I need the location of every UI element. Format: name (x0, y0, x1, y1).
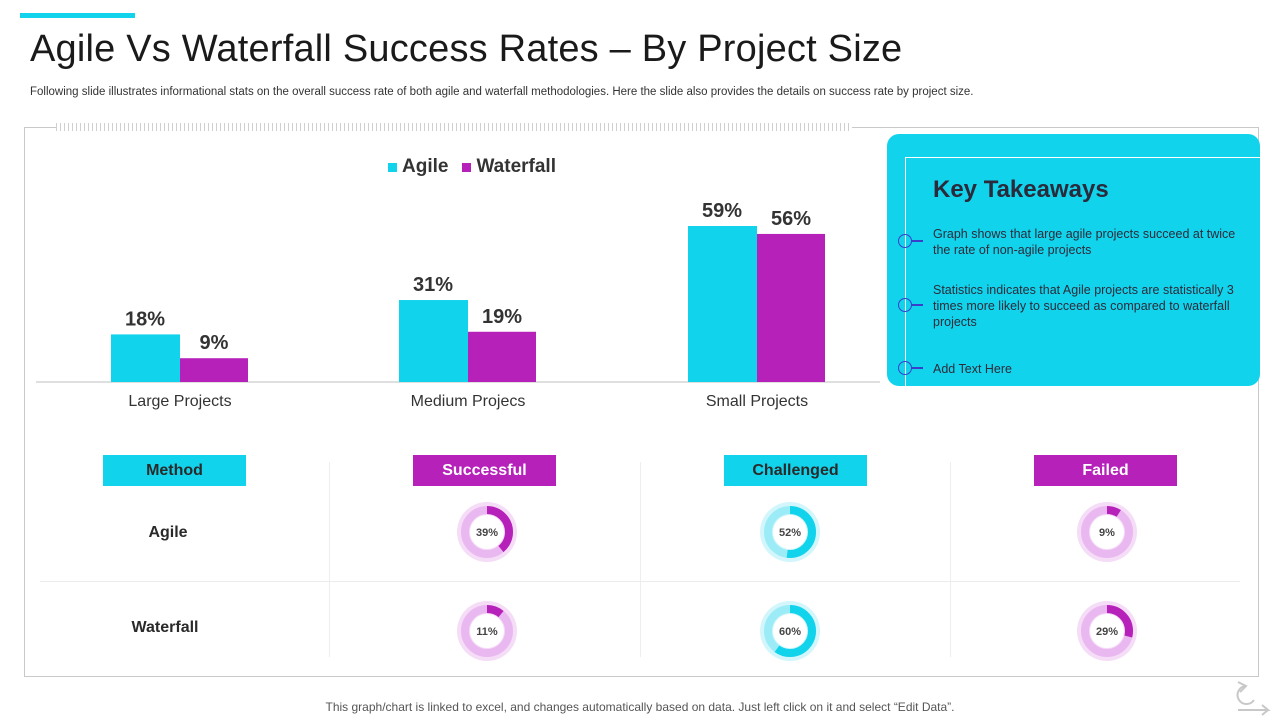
bar-waterfall-2[interactable] (757, 233, 825, 382)
data-label-agile-1: 31% (413, 274, 453, 296)
header-method: Method (103, 455, 246, 486)
chart-legend: Agile Waterfall (388, 156, 556, 178)
bullet-circle-icon (898, 234, 923, 248)
bar-agile-1[interactable] (399, 300, 468, 382)
bar-chart[interactable]: 18% 9% Large Projects 31% 19% Medium Projecs 5… (0, 0, 880, 420)
donut-value-arc (461, 605, 513, 657)
donut-center (470, 515, 504, 549)
donut-value-arc (461, 506, 513, 558)
donut-center (1090, 614, 1124, 648)
page-subtitle: Following slide illustrates informationa… (30, 86, 974, 98)
bar-agile-0[interactable] (111, 334, 180, 382)
legend-item-waterfall: Waterfall (462, 156, 556, 178)
table-column-divider (329, 462, 330, 657)
data-label-agile-0: 18% (125, 308, 165, 330)
donut-center (1090, 515, 1124, 549)
donut-agile-challenged: 52% (760, 502, 820, 562)
bullet-circle-icon (898, 361, 923, 375)
bar-waterfall-1[interactable] (468, 331, 536, 382)
page-title: Agile Vs Waterfall Success Rates – By Pr… (30, 28, 903, 70)
data-label-waterfall-2: 56% (771, 208, 811, 230)
table-column-divider (640, 462, 641, 657)
donut-waterfall-failed: 29% (1077, 601, 1137, 661)
bar-agile-2[interactable] (688, 226, 757, 382)
donut-value-arc (1081, 605, 1133, 657)
legend-item-agile: Agile (388, 156, 448, 178)
header-challenged: Challenged (724, 455, 867, 486)
key-takeaways-panel (887, 134, 1260, 386)
title-accent-line (20, 13, 135, 18)
data-label-waterfall-0: 9% (200, 332, 229, 354)
data-label-agile-2: 59% (702, 200, 742, 222)
header-failed: Failed (1034, 455, 1177, 486)
donut-agile-failed: 9% (1077, 502, 1137, 562)
header-successful: Successful (413, 455, 556, 486)
legend-swatch-waterfall (462, 162, 472, 172)
table-column-divider (950, 462, 951, 657)
legend-swatch-agile (388, 162, 397, 172)
donut-center (470, 614, 504, 648)
footer-note: This graph/chart is linked to excel, and… (325, 700, 955, 714)
legend-label-agile: Agile (402, 156, 449, 177)
donut-value-arc (764, 506, 816, 558)
refresh-arrows-icon (1236, 681, 1271, 716)
category-label-0: Large Projects (128, 393, 231, 410)
donut-center (773, 614, 807, 648)
key-takeaways-inner-border (905, 157, 1260, 386)
key-takeaway-point-2: Statistics indicates that Agile projects… (933, 283, 1234, 329)
donut-percent-label: 52% (779, 527, 801, 539)
donut-value-arc (764, 605, 816, 657)
donut-waterfall-challenged: 60% (760, 601, 820, 661)
bar-waterfall-0[interactable] (180, 358, 248, 382)
donut-percent-label: 9% (1099, 527, 1115, 539)
donut-value-arc (1081, 506, 1133, 558)
frame-hatch-decoration (56, 123, 852, 131)
category-label-1: Medium Projecs (411, 393, 526, 410)
legend-label-waterfall: Waterfall (476, 156, 556, 177)
donut-percent-label: 11% (476, 626, 498, 638)
donut-percent-label: 60% (779, 626, 801, 638)
key-takeaway-point-3: Add Text Here (933, 362, 1012, 376)
bullet-circle-icon (898, 298, 923, 312)
row-label-waterfall: Waterfall (131, 619, 199, 636)
key-takeaway-point-1: Graph shows that large agile projects su… (933, 227, 1236, 257)
donut-center (773, 515, 807, 549)
donut-percent-label: 39% (476, 527, 498, 539)
key-takeaways-title: Key Takeaways (933, 176, 1109, 203)
row-label-agile: Agile (148, 524, 188, 541)
data-label-waterfall-1: 19% (482, 306, 522, 328)
table-row-divider (40, 581, 1240, 582)
donut-waterfall-successful: 11% (457, 601, 517, 661)
donut-agile-successful: 39% (457, 502, 517, 562)
donut-percent-label: 29% (1096, 626, 1118, 638)
category-label-2: Small Projects (706, 393, 808, 410)
